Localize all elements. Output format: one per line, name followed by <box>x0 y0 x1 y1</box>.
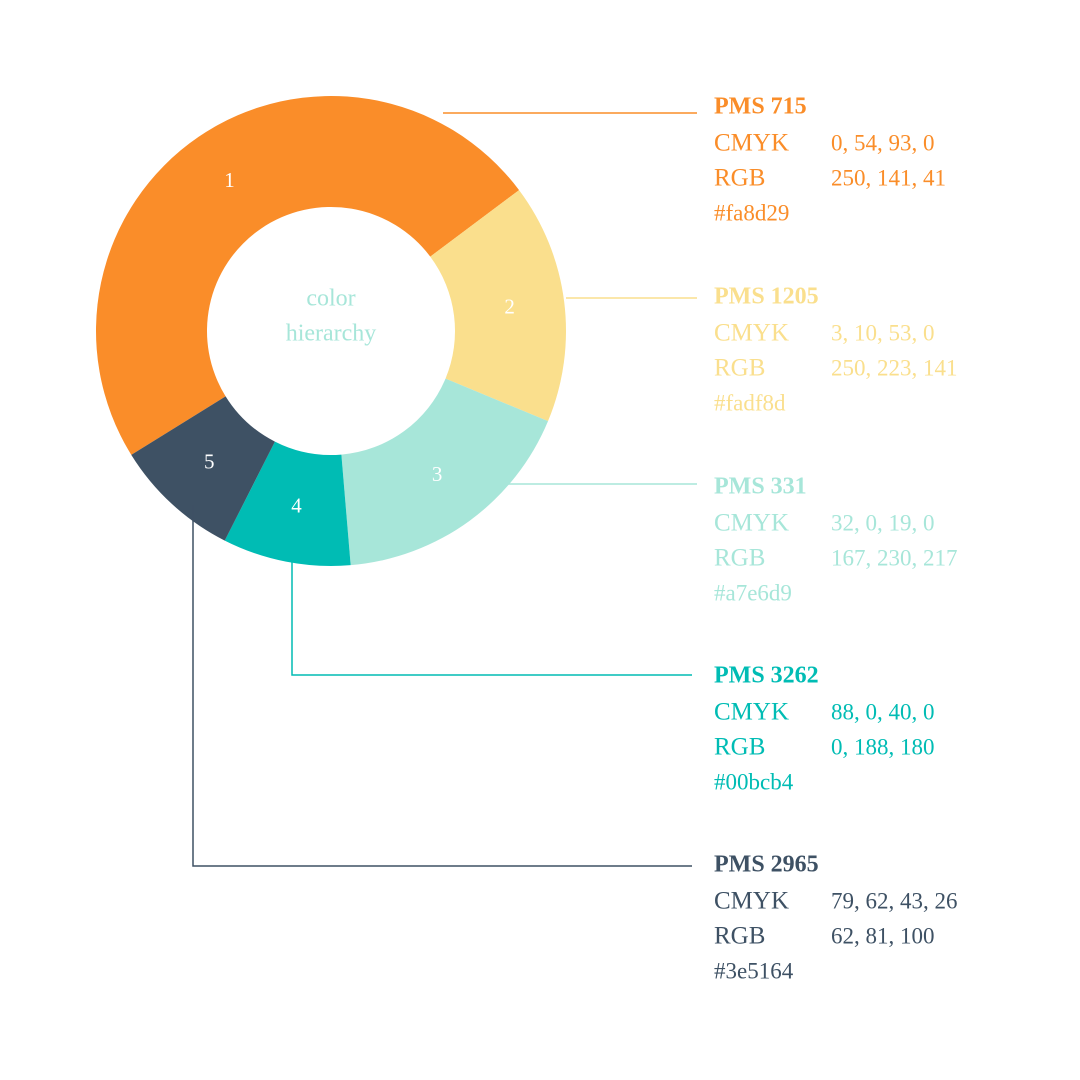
leader-line <box>291 548 692 676</box>
rgb-label: RGB <box>714 165 765 192</box>
hex-value: #fa8d29 <box>714 200 789 225</box>
segment-label: 2 <box>504 294 515 318</box>
rgb-value: 167, 230, 217 <box>831 545 958 570</box>
rgb-value: 62, 81, 100 <box>831 923 935 948</box>
center-text: color <box>306 286 355 312</box>
donut-segment <box>131 396 275 541</box>
hex-value: #a7e6d9 <box>714 580 792 605</box>
cmyk-label: CMYK <box>714 130 789 157</box>
cmyk-label: CMYK <box>714 888 789 915</box>
rgb-value: 250, 223, 141 <box>831 355 958 380</box>
donut-segment <box>96 96 520 455</box>
swatch-name: PMS 3262 <box>714 663 819 689</box>
rgb-label: RGB <box>714 734 765 761</box>
segment-label: 1 <box>224 168 235 192</box>
donut-segment <box>224 441 351 566</box>
center-text: hierarchy <box>286 321 377 347</box>
donut-segment <box>341 378 549 566</box>
cmyk-label: CMYK <box>714 510 789 537</box>
hex-value: #00bcb4 <box>714 769 794 794</box>
swatch-name: PMS 2965 <box>714 852 819 878</box>
leader-line <box>192 505 692 867</box>
segment-label: 3 <box>432 462 443 486</box>
hex-value: #fadf8d <box>714 390 786 415</box>
swatch-name: PMS 1205 <box>714 284 819 310</box>
cmyk-value: 88, 0, 40, 0 <box>831 699 935 724</box>
cmyk-label: CMYK <box>714 699 789 726</box>
hex-value: #3e5164 <box>714 958 794 983</box>
cmyk-value: 0, 54, 93, 0 <box>831 130 935 155</box>
segment-label: 4 <box>291 493 302 517</box>
swatch-name: PMS 715 <box>714 94 807 120</box>
donut-segment <box>430 190 566 422</box>
cmyk-value: 79, 62, 43, 26 <box>831 888 958 913</box>
swatch-name: PMS 331 <box>714 474 807 500</box>
cmyk-value: 3, 10, 53, 0 <box>831 320 935 345</box>
rgb-value: 0, 188, 180 <box>831 734 935 759</box>
segment-label: 5 <box>204 449 215 473</box>
rgb-label: RGB <box>714 923 765 950</box>
rgb-label: RGB <box>714 545 765 572</box>
cmyk-label: CMYK <box>714 320 789 347</box>
rgb-label: RGB <box>714 355 765 382</box>
rgb-value: 250, 141, 41 <box>831 165 946 190</box>
cmyk-value: 32, 0, 19, 0 <box>831 510 935 535</box>
